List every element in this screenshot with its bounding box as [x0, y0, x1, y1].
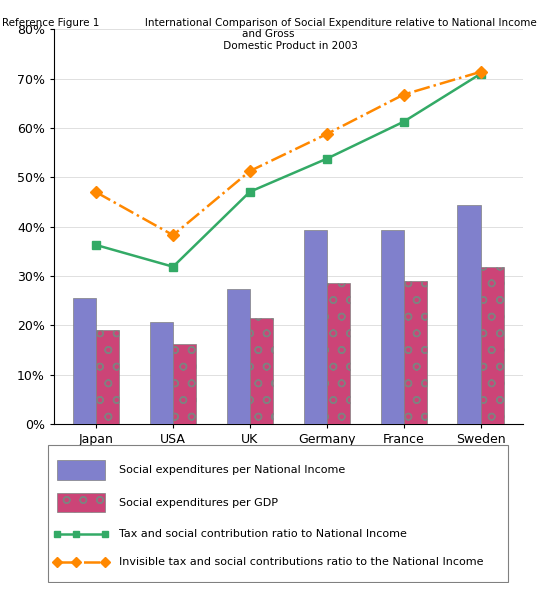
Bar [57, 492, 105, 512]
Bar [304, 230, 327, 424]
Bar [458, 205, 481, 424]
Text: Social expenditures per National Income: Social expenditures per National Income [119, 465, 345, 475]
Bar [381, 230, 404, 424]
Bar [57, 460, 105, 480]
Bar [227, 289, 250, 424]
Bar [327, 283, 350, 424]
Bar [404, 280, 427, 424]
Bar [250, 318, 273, 424]
Bar [96, 330, 119, 424]
Text: Tax and social contribution ratio to National Income: Tax and social contribution ratio to Nat… [119, 529, 407, 538]
Text: Invisible tax and social contributions ratio to the National Income: Invisible tax and social contributions r… [119, 557, 483, 567]
Bar [150, 322, 173, 424]
Bar [481, 267, 503, 424]
Bar [73, 298, 96, 424]
Text: Social expenditures per GDP: Social expenditures per GDP [119, 498, 278, 508]
Bar [173, 343, 196, 424]
FancyBboxPatch shape [48, 445, 508, 582]
Text: Reference Figure 1              International Comparison of Social Expenditure r: Reference Figure 1 International Compari… [2, 18, 537, 51]
